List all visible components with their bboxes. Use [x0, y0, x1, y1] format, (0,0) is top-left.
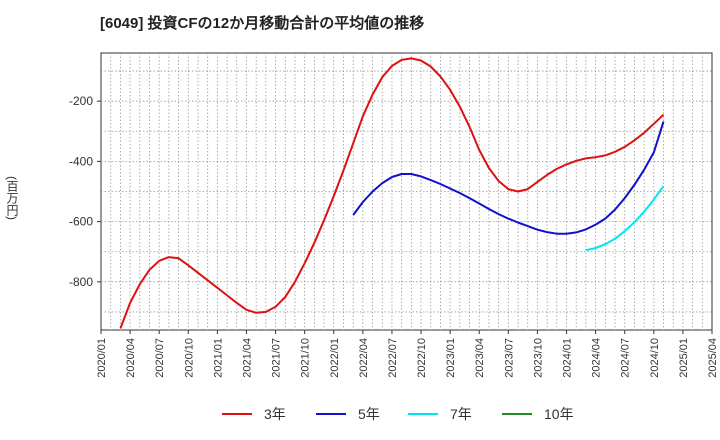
- x-tick-label: 2021/10: [300, 338, 312, 378]
- x-tick-label: 2023/10: [532, 338, 544, 378]
- chart-title: [6049] 投資CFの12か月移動合計の平均値の推移: [100, 15, 425, 32]
- x-tick-label: 2022/01: [329, 338, 341, 378]
- x-tick-label: 2023/07: [503, 338, 515, 378]
- legend-label: 7年: [450, 406, 472, 422]
- y-tick-label: -600: [69, 215, 93, 229]
- x-tick-label: 2024/10: [649, 338, 661, 378]
- legend-label: 5年: [358, 406, 380, 422]
- x-tick-label: 2022/10: [416, 338, 428, 378]
- x-tick-label: 2020/10: [183, 338, 195, 378]
- x-tick-label: 2025/01: [678, 338, 690, 378]
- legend-label: 3年: [264, 406, 286, 422]
- legend-label: 10年: [544, 406, 574, 422]
- x-tick-label: 2022/04: [358, 338, 370, 378]
- x-tick-label: 2024/07: [620, 338, 632, 378]
- x-tick-label: 2021/01: [212, 338, 224, 378]
- x-tick-label: 2020/07: [154, 338, 166, 378]
- x-tick-label: 2022/07: [387, 338, 399, 378]
- y-tick-label: -200: [69, 94, 93, 108]
- x-tick-label: 2021/04: [241, 338, 253, 378]
- y-axis-label: (百万円): [5, 176, 19, 220]
- y-tick-label: -400: [69, 154, 93, 168]
- x-tick-label: 2023/04: [474, 338, 486, 378]
- series-line-3年: [119, 57, 665, 329]
- x-tick-label: 2024/01: [562, 338, 574, 378]
- x-tick-label: 2021/07: [271, 338, 283, 378]
- x-tick-label: 2020/04: [125, 338, 137, 378]
- series-line-5年: [352, 121, 665, 235]
- x-tick-label: 2023/01: [445, 338, 457, 378]
- x-tick-label: 2020/01: [96, 338, 108, 378]
- x-tick-label: 2024/04: [591, 338, 603, 378]
- series-line-7年: [585, 185, 665, 252]
- y-tick-label: -800: [69, 275, 93, 289]
- x-tick-label: 2025/04: [707, 338, 719, 378]
